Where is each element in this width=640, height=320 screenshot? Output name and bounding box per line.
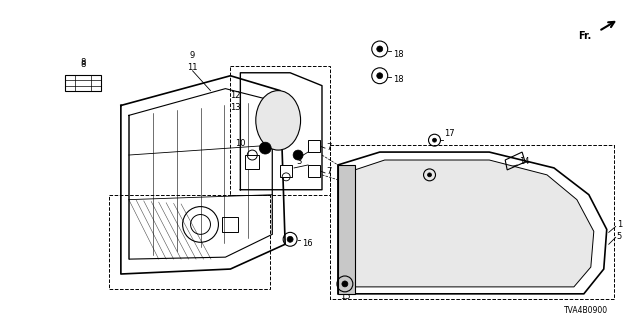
Text: Fr.: Fr. xyxy=(579,31,592,41)
Circle shape xyxy=(377,73,383,79)
Text: 18: 18 xyxy=(393,51,403,60)
Text: 7: 7 xyxy=(326,167,332,176)
Circle shape xyxy=(428,173,431,177)
Text: 8: 8 xyxy=(81,58,86,67)
Text: 10: 10 xyxy=(235,139,246,148)
Text: 2: 2 xyxy=(346,202,351,211)
Text: TVA4B0900: TVA4B0900 xyxy=(564,306,608,315)
Ellipse shape xyxy=(256,91,301,150)
Bar xyxy=(223,217,238,232)
Text: 7: 7 xyxy=(326,143,332,152)
Bar xyxy=(308,140,320,152)
Text: 17: 17 xyxy=(444,129,455,138)
Bar xyxy=(330,145,614,299)
Polygon shape xyxy=(338,152,607,294)
Circle shape xyxy=(287,236,293,242)
Bar xyxy=(245,155,259,169)
Bar xyxy=(109,195,270,289)
Text: 15: 15 xyxy=(340,292,350,301)
Circle shape xyxy=(293,150,303,160)
Bar xyxy=(230,66,330,195)
Text: 12: 12 xyxy=(230,91,241,100)
Text: 11: 11 xyxy=(188,63,198,72)
Text: 18: 18 xyxy=(393,75,403,84)
Bar xyxy=(65,75,101,91)
Polygon shape xyxy=(338,165,355,294)
Text: 1: 1 xyxy=(617,220,622,229)
Circle shape xyxy=(259,142,271,154)
Circle shape xyxy=(377,46,383,52)
Text: 3: 3 xyxy=(296,157,301,166)
Circle shape xyxy=(433,138,436,142)
Circle shape xyxy=(342,281,348,287)
Text: 9: 9 xyxy=(190,52,195,60)
Text: 8: 8 xyxy=(81,60,86,69)
Text: 13: 13 xyxy=(230,103,241,112)
Text: 6: 6 xyxy=(346,213,351,222)
Text: 14: 14 xyxy=(519,157,530,166)
Bar xyxy=(308,165,320,177)
Polygon shape xyxy=(355,160,594,287)
Text: 5: 5 xyxy=(617,232,622,241)
Text: 16: 16 xyxy=(302,239,313,248)
Text: 4: 4 xyxy=(310,144,316,153)
Text: 17: 17 xyxy=(396,173,406,182)
Bar xyxy=(280,165,292,177)
